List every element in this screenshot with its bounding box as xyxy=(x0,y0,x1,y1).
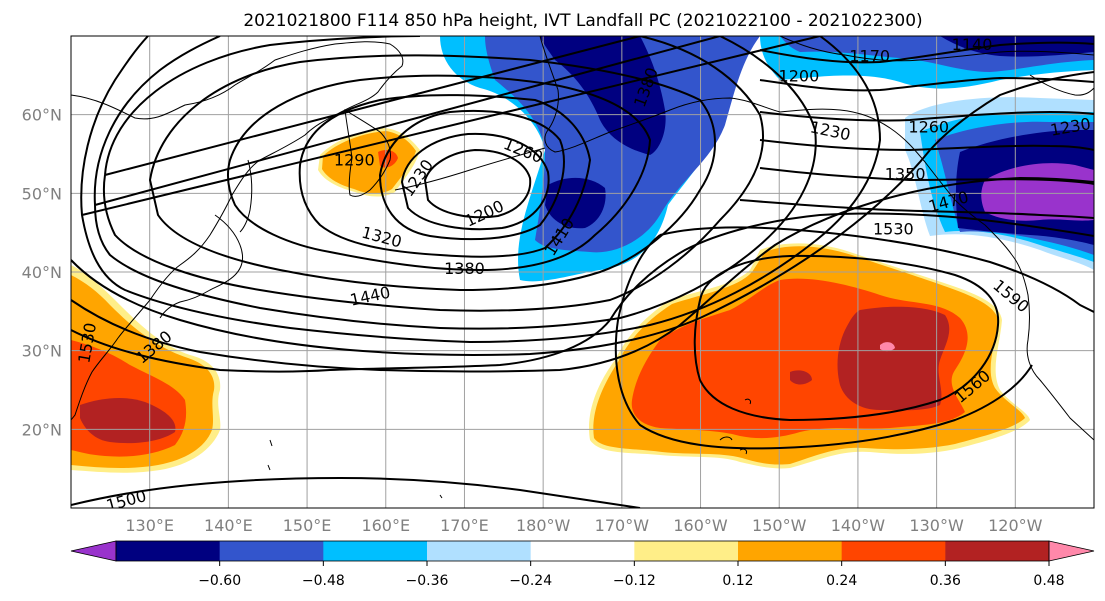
colorbar-extend-low xyxy=(70,540,117,562)
contour-label-group: 1350 xyxy=(885,165,926,184)
colorbar-segment xyxy=(841,541,946,561)
map-area: 1290 126012301200132013801440141013501530… xyxy=(71,35,1094,508)
lon-label: 170°E xyxy=(440,516,489,535)
contour-1470 xyxy=(71,71,1094,356)
colorbar-segment xyxy=(116,541,221,561)
ivt-shading xyxy=(440,36,1094,282)
lon-label: 150°E xyxy=(283,516,332,535)
contour-label: 1170 xyxy=(849,47,890,66)
contour-ne-1 xyxy=(759,41,1094,64)
contour-1500 xyxy=(71,177,1094,373)
map-frame xyxy=(70,35,1095,509)
shade-pos-pink-1 xyxy=(880,342,895,352)
contour-ne-4 xyxy=(759,139,1094,151)
contour-label-group: 1260 xyxy=(908,117,949,136)
colorbar-segment xyxy=(945,541,1050,561)
lon-label: 140°E xyxy=(204,516,253,535)
coast-islands xyxy=(267,398,751,499)
colorbar-tick-label: −0.24 xyxy=(509,573,552,589)
lat-label: 60°N xyxy=(22,106,62,125)
colorbar-extend-high xyxy=(1048,540,1095,562)
colorbar-frame xyxy=(115,540,1050,562)
lat-label: 20°N xyxy=(22,420,62,439)
contour-1290 xyxy=(298,94,591,258)
contour-label: 1290 xyxy=(334,151,375,170)
lon-label: 140°W xyxy=(831,516,886,535)
contour-1560-ring xyxy=(614,226,1094,450)
colorbar-tick-label: 0.12 xyxy=(722,573,753,589)
shade-neg-purple xyxy=(981,163,1094,221)
colorbar-tick-label: 0.48 xyxy=(1033,573,1064,589)
colorbar-segment xyxy=(427,541,532,561)
contour-1380 xyxy=(102,36,764,312)
contour-label-group: 1170 xyxy=(849,47,890,66)
shade-pos-darkred-2 xyxy=(80,398,176,444)
colorbar-tick-label: −0.60 xyxy=(198,573,241,589)
chart-title: 2021021800 F114 850 hPa height, IVT Land… xyxy=(243,11,922,31)
contour-label-group: 1140 xyxy=(952,35,993,54)
colorbar-segment xyxy=(530,541,635,561)
contour-label: 1350 xyxy=(885,165,926,184)
lon-label: 160°W xyxy=(673,516,728,535)
latitude-labels: 60°N 50°N 40°N 30°N 20°N xyxy=(22,106,62,440)
contour-1350 xyxy=(149,54,716,291)
lon-label: 130°W xyxy=(909,516,964,535)
contour-label: 1530 xyxy=(873,220,914,239)
lon-label: 180°W xyxy=(516,516,571,535)
colorbar-tick-label: 0.36 xyxy=(930,573,961,589)
lon-label: 160°E xyxy=(361,516,410,535)
shade-pos-darkred-1 xyxy=(790,306,950,411)
contour-1200-low xyxy=(424,149,532,219)
lon-label: 120°W xyxy=(988,516,1043,535)
contour-1590-ring xyxy=(693,254,1000,421)
colorbar-segment xyxy=(634,541,739,561)
height-contours xyxy=(71,36,1094,508)
contour-ne-5 xyxy=(759,167,1094,185)
contour-label: 1260 xyxy=(908,117,949,136)
colorbar-segment xyxy=(323,541,428,561)
colorbar-segment xyxy=(219,541,324,561)
contour-1440 xyxy=(80,36,881,343)
coast-alaska xyxy=(539,36,1094,441)
lat-label: 40°N xyxy=(22,263,62,282)
coast-kamchatka xyxy=(344,109,391,197)
contour-ne-3 xyxy=(759,111,1094,122)
contour-label-group: 1200 xyxy=(779,66,820,85)
contour-south xyxy=(71,477,641,508)
colorbar-tick-label: 0.24 xyxy=(826,573,857,589)
lon-label: 130°E xyxy=(125,516,174,535)
contour-label-group: 1530 xyxy=(873,220,914,239)
colorbar-tick-label: −0.36 xyxy=(406,573,449,589)
colorbar-tick-label: −0.48 xyxy=(302,573,345,589)
contour-ne-6 xyxy=(739,199,1094,219)
contour-ne-2 xyxy=(759,77,1094,92)
contour-label: 1380 xyxy=(444,259,485,278)
contour-label-group: 1380 xyxy=(444,259,485,278)
coast-canada-north xyxy=(779,36,1094,62)
lon-label: 150°W xyxy=(752,516,807,535)
lat-label: 30°N xyxy=(22,342,62,361)
shade-neg-dark-2 xyxy=(545,177,606,229)
contour-1320 xyxy=(226,74,651,271)
lon-label: 170°W xyxy=(595,516,650,535)
coast-hudson xyxy=(1029,74,1094,96)
contour-label-group: 1290 xyxy=(334,151,375,170)
contour-1230-low xyxy=(401,132,550,231)
contour-label: 1200 xyxy=(779,66,820,85)
longitude-labels: 130°E 140°E 150°E 160°E 170°E 180°W 170°W 160°W… xyxy=(125,516,1042,535)
contour-1410 xyxy=(93,36,817,330)
coastlines xyxy=(71,36,1094,499)
colorbar-segment xyxy=(738,541,843,561)
lat-label: 50°N xyxy=(22,184,62,203)
contour-label: 1140 xyxy=(952,35,993,54)
contour-1530 xyxy=(71,212,1094,373)
coast-aleutians xyxy=(394,147,546,191)
colorbar: −0.60 −0.48 −0.36 −0.24 −0.12 0.12 0.24 0.36 0.4… xyxy=(70,540,1095,589)
contour-1260 xyxy=(379,109,565,241)
colorbar-tick-label: −0.12 xyxy=(613,573,656,589)
